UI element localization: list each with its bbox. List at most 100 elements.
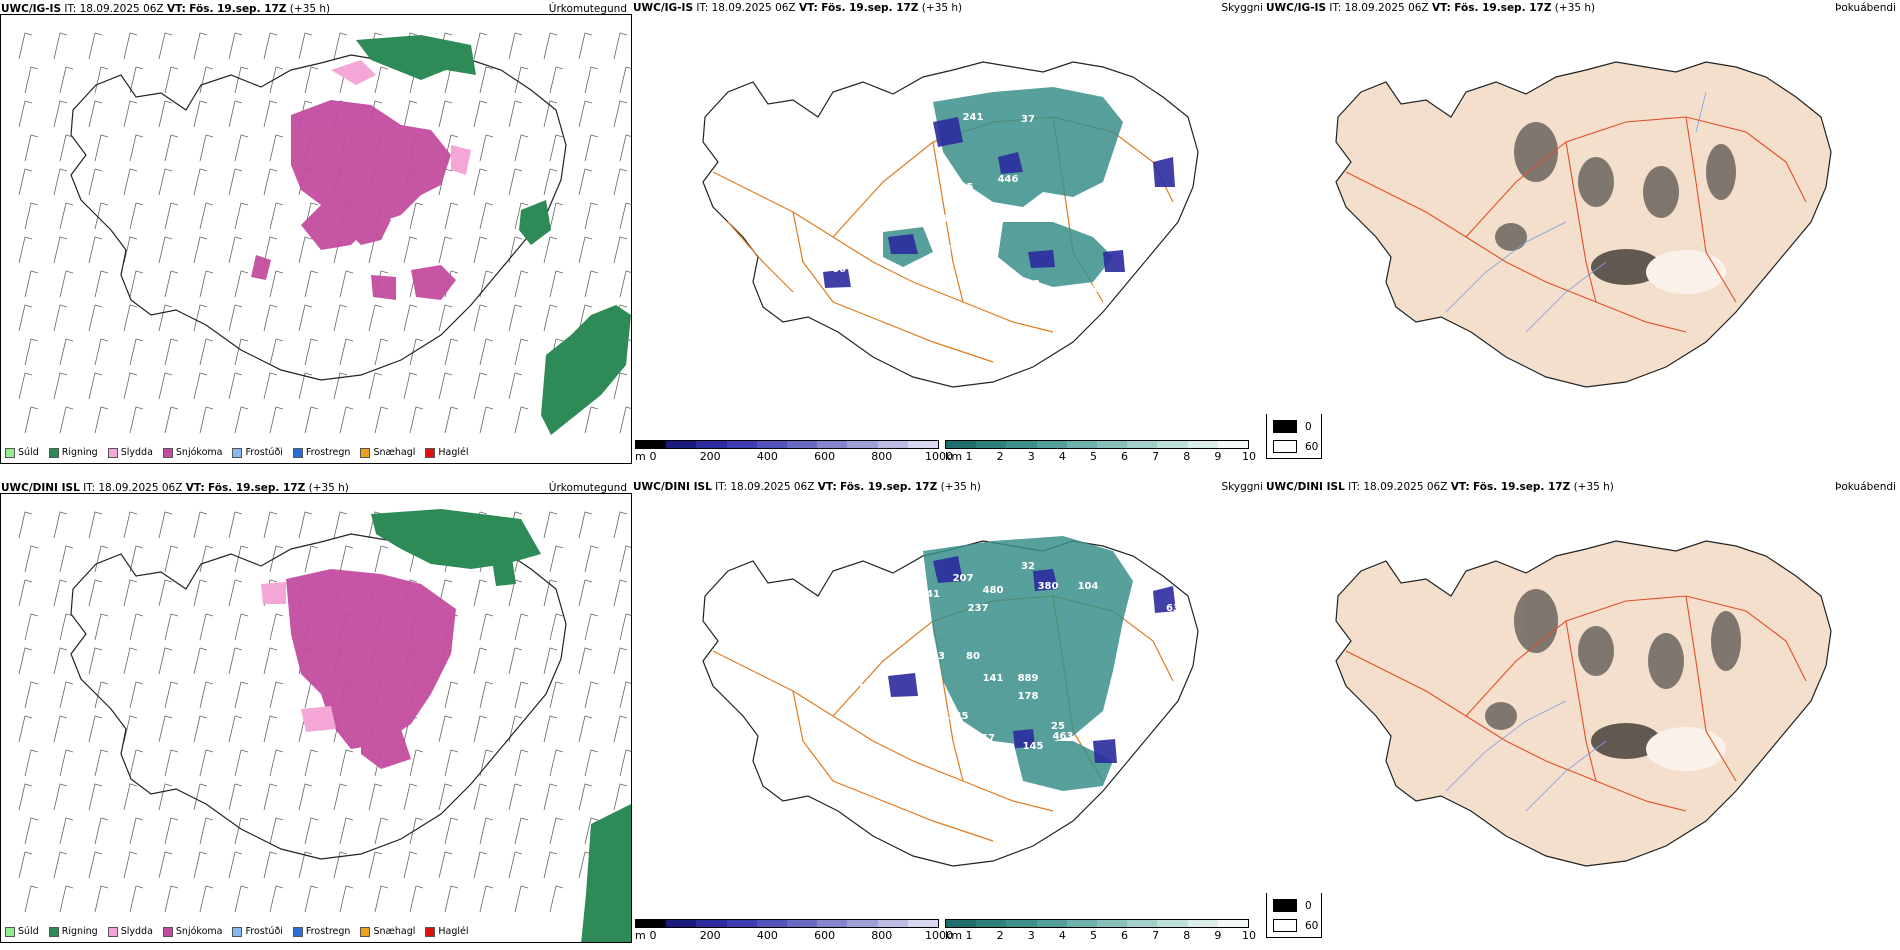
wind-barb xyxy=(228,511,243,539)
wind-barb xyxy=(228,236,243,264)
wind-barb xyxy=(53,511,68,539)
wind-barb xyxy=(199,613,214,641)
wind-barb xyxy=(269,134,284,162)
fog-title: Þokuábendi xyxy=(1835,2,1896,14)
wind-barb xyxy=(269,681,284,709)
wind-barb xyxy=(473,851,488,879)
colorbar-cell xyxy=(666,441,697,448)
legend-swatch xyxy=(360,926,371,937)
legend-item: Snæhagl xyxy=(360,926,415,937)
wind-barb xyxy=(123,372,138,400)
wind-barb xyxy=(368,851,383,879)
wind-barb xyxy=(613,372,628,400)
colorbar-cell xyxy=(1187,920,1218,927)
init-time: 18.09.2025 06Z xyxy=(98,482,183,494)
wind-barb xyxy=(164,613,179,641)
wind-barb xyxy=(508,851,523,879)
wind-barb xyxy=(479,406,494,434)
wind-barb xyxy=(199,545,214,573)
legend-label: Frostúði xyxy=(245,447,283,458)
wind-barb xyxy=(619,134,631,162)
wind-barb xyxy=(263,511,278,539)
visibility-title: Skyggni xyxy=(1221,2,1264,14)
cloud-base-label: 208 xyxy=(923,691,944,702)
wind-barb xyxy=(578,100,593,128)
wind-barb xyxy=(269,613,284,641)
wind-barb xyxy=(263,304,278,332)
wind-barb xyxy=(613,100,628,128)
colorbar-cell xyxy=(1006,920,1037,927)
wind-barb xyxy=(298,32,313,60)
wind-barb xyxy=(438,236,453,264)
colorbar-cell xyxy=(1157,441,1188,448)
wind-barb xyxy=(234,134,249,162)
legend-item: Súld xyxy=(5,447,39,458)
cloud-base-label: 805 xyxy=(953,182,974,193)
fog-panel-2: UWC/DINI ISL IT: 18.09.2025 06Z VT: Fös.… xyxy=(1266,481,1900,893)
wind-barb xyxy=(584,545,599,573)
colorbar-tick: 10 xyxy=(1242,929,1256,942)
wind-barb xyxy=(403,100,418,128)
wind-barb xyxy=(584,202,599,230)
wind-barb xyxy=(199,338,214,366)
wind-barb xyxy=(123,783,138,811)
wind-barb xyxy=(24,66,39,94)
wind-barb xyxy=(479,681,494,709)
cloud-base-label: 145 xyxy=(1023,741,1044,752)
legend-swatch xyxy=(292,447,303,458)
wind-barb xyxy=(59,681,74,709)
wind-barb xyxy=(228,783,243,811)
wind-barb xyxy=(193,783,208,811)
cloud-panel-1: UWC/IG-IS IT: 18.09.2025 06Z VT: Fös. 19… xyxy=(633,2,1265,464)
colorbar-cell xyxy=(1217,441,1249,448)
colorbar-cell xyxy=(726,441,757,448)
wind-barb xyxy=(479,270,494,298)
wind-barb xyxy=(613,168,628,196)
wind-barb xyxy=(339,817,354,845)
legend-swatch xyxy=(360,447,371,458)
wind-barb xyxy=(59,202,74,230)
wind-barb xyxy=(578,236,593,264)
precip-rain xyxy=(356,35,631,435)
wind-barb xyxy=(199,134,214,162)
wind-barb xyxy=(234,406,249,434)
wind-barb xyxy=(193,579,208,607)
wind-barb xyxy=(53,236,68,264)
colorbar-cell xyxy=(756,920,788,927)
wind-barb xyxy=(269,202,284,230)
wind-barb xyxy=(409,202,424,230)
wind-barb xyxy=(444,202,459,230)
wind-barb xyxy=(584,270,599,298)
wind-barb xyxy=(18,511,33,539)
wind-barb xyxy=(228,100,243,128)
colorbar-tick: 200 xyxy=(699,450,721,463)
cloud-base-label: 79 xyxy=(966,284,980,295)
wind-barb xyxy=(59,338,74,366)
legend-swatch xyxy=(48,926,59,937)
wind-barb xyxy=(53,304,68,332)
wind-barb xyxy=(339,885,354,913)
wind-barb xyxy=(543,783,558,811)
wind-barb xyxy=(164,749,179,777)
colorbar-tick: 6 xyxy=(1121,450,1129,463)
wind-barb xyxy=(514,885,529,913)
legend-item: Rigning xyxy=(48,926,98,937)
wind-barb xyxy=(53,647,68,675)
wind-barb xyxy=(88,647,103,675)
wind-barb xyxy=(234,202,249,230)
wind-barb xyxy=(24,885,39,913)
wind-barb xyxy=(543,715,558,743)
wind-barb xyxy=(164,885,179,913)
wind-barb xyxy=(88,32,103,60)
wind-barb xyxy=(94,613,109,641)
wind-barb xyxy=(59,406,74,434)
wind-barb xyxy=(374,66,389,94)
colorbar-cell xyxy=(1217,920,1249,927)
wind-barb xyxy=(549,681,564,709)
wind-barb xyxy=(578,304,593,332)
wind-barb xyxy=(234,749,249,777)
wind-barb xyxy=(18,304,33,332)
wind-barb xyxy=(129,202,144,230)
legend-item: Slydda xyxy=(107,926,153,937)
